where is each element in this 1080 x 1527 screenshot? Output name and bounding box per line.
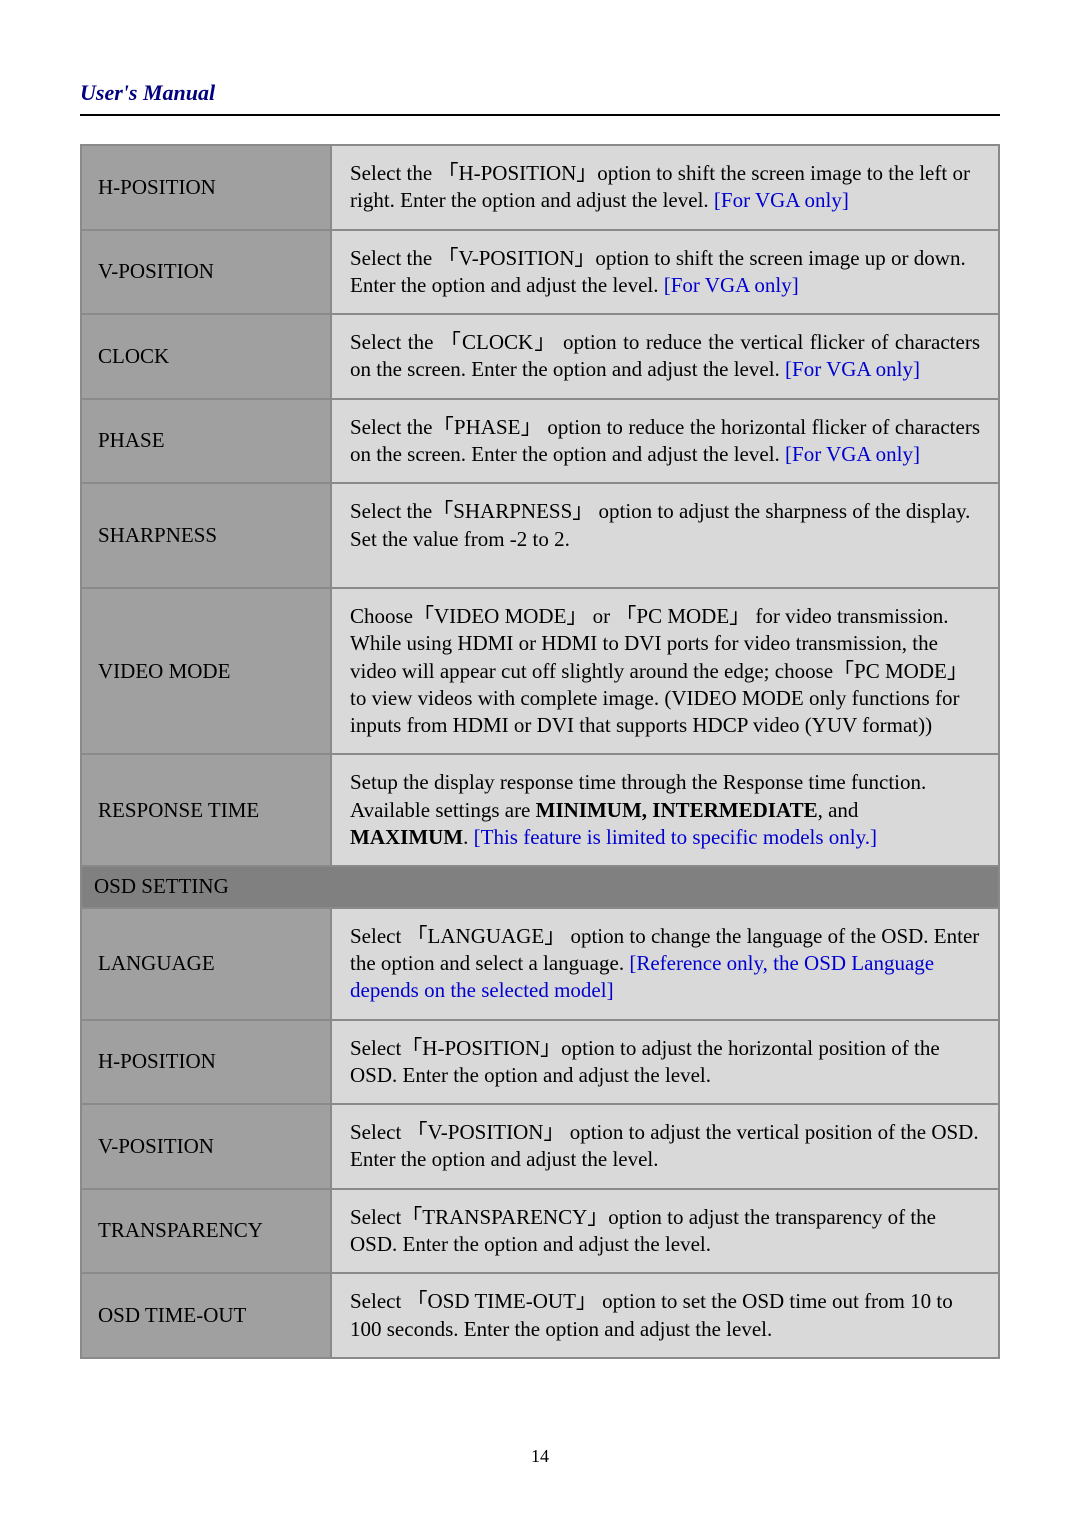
row-desc: Setup the display response time through …: [331, 754, 999, 866]
row-label: RESPONSE TIME: [81, 754, 331, 866]
table-row: TRANSPARENCY Select「TRANSPARENCY」option …: [81, 1189, 999, 1274]
row-label: H-POSITION: [81, 145, 331, 230]
table-row: H-POSITION Select「H-POSITION」option to a…: [81, 1020, 999, 1105]
desc-text: Select the 「H-POSITION」option to shift t…: [350, 161, 970, 212]
desc-text: Select the 「V-POSITION」option to shift t…: [350, 246, 966, 297]
rt-b3: MAXIMUM: [350, 825, 463, 849]
table-row: PHASE Select the「PHASE」 option to reduce…: [81, 399, 999, 484]
row-desc: Select the「SHARPNESS」 option to adjust t…: [331, 483, 999, 588]
desc-text: Select 「V-POSITION」 option to adjust the…: [350, 1120, 979, 1171]
rt-b2: INTERMEDIATE: [652, 798, 817, 822]
row-label: CLOCK: [81, 314, 331, 399]
row-label: TRANSPARENCY: [81, 1189, 331, 1274]
page-number: 14: [0, 1446, 1080, 1467]
desc-text: Select「H-POSITION」option to adjust the h…: [350, 1036, 940, 1087]
row-desc: Select the 「V-POSITION」option to shift t…: [331, 230, 999, 315]
row-label: SHARPNESS: [81, 483, 331, 588]
row-label: PHASE: [81, 399, 331, 484]
row-desc: Select the 「H-POSITION」option to shift t…: [331, 145, 999, 230]
desc-text: Choose「VIDEO MODE」 or 「PC MODE」 for vide…: [350, 604, 968, 737]
table-row: RESPONSE TIME Setup the display response…: [81, 754, 999, 866]
osd-table: H-POSITION Select the 「H-POSITION」option…: [80, 144, 1000, 1359]
rt-p4: .: [463, 825, 474, 849]
row-desc: Select「TRANSPARENCY」option to adjust the…: [331, 1189, 999, 1274]
row-label: V-POSITION: [81, 1104, 331, 1189]
desc-note: [For VGA only]: [664, 273, 799, 297]
row-desc: Select 「V-POSITION」 option to adjust the…: [331, 1104, 999, 1189]
page-header-title: User's Manual: [80, 80, 1000, 106]
row-desc: Select 「LANGUAGE」 option to change the l…: [331, 908, 999, 1020]
row-desc: Select the「PHASE」 option to reduce the h…: [331, 399, 999, 484]
table-row: H-POSITION Select the 「H-POSITION」option…: [81, 145, 999, 230]
header-rule: [80, 114, 1000, 116]
row-desc: Choose「VIDEO MODE」 or 「PC MODE」 for vide…: [331, 588, 999, 754]
row-label: OSD TIME-OUT: [81, 1273, 331, 1358]
table-row: VIDEO MODE Choose「VIDEO MODE」 or 「PC MOD…: [81, 588, 999, 754]
rt-b1: MINIMUM,: [536, 798, 647, 822]
row-desc: Select「H-POSITION」option to adjust the h…: [331, 1020, 999, 1105]
rt-p3: , and: [818, 798, 859, 822]
desc-note: [For VGA only]: [785, 357, 920, 381]
desc-text: Select 「OSD TIME-OUT」 option to set the …: [350, 1289, 953, 1340]
row-label: VIDEO MODE: [81, 588, 331, 754]
table-row: SHARPNESS Select the「SHARPNESS」 option t…: [81, 483, 999, 588]
row-desc: Select the 「CLOCK」 option to reduce the …: [331, 314, 999, 399]
table-row: CLOCK Select the 「CLOCK」 option to reduc…: [81, 314, 999, 399]
desc-text: Select「TRANSPARENCY」option to adjust the…: [350, 1205, 936, 1256]
section-header-row: OSD SETTING: [81, 866, 999, 907]
table-row: LANGUAGE Select 「LANGUAGE」 option to cha…: [81, 908, 999, 1020]
page-content: User's Manual H-POSITION Select the 「H-P…: [0, 0, 1080, 1399]
rt-blue: [This feature is limited to specific mod…: [474, 825, 877, 849]
row-desc: Select 「OSD TIME-OUT」 option to set the …: [331, 1273, 999, 1358]
desc-note: [For VGA only]: [785, 442, 920, 466]
section-header: OSD SETTING: [81, 866, 999, 907]
table-row: V-POSITION Select 「V-POSITION」 option to…: [81, 1104, 999, 1189]
desc-note: [For VGA only]: [714, 188, 849, 212]
desc-text: Select the「SHARPNESS」 option to adjust t…: [350, 499, 970, 550]
row-label: V-POSITION: [81, 230, 331, 315]
table-row: V-POSITION Select the 「V-POSITION」option…: [81, 230, 999, 315]
table-row: OSD TIME-OUT Select 「OSD TIME-OUT」 optio…: [81, 1273, 999, 1358]
row-label: H-POSITION: [81, 1020, 331, 1105]
row-label: LANGUAGE: [81, 908, 331, 1020]
